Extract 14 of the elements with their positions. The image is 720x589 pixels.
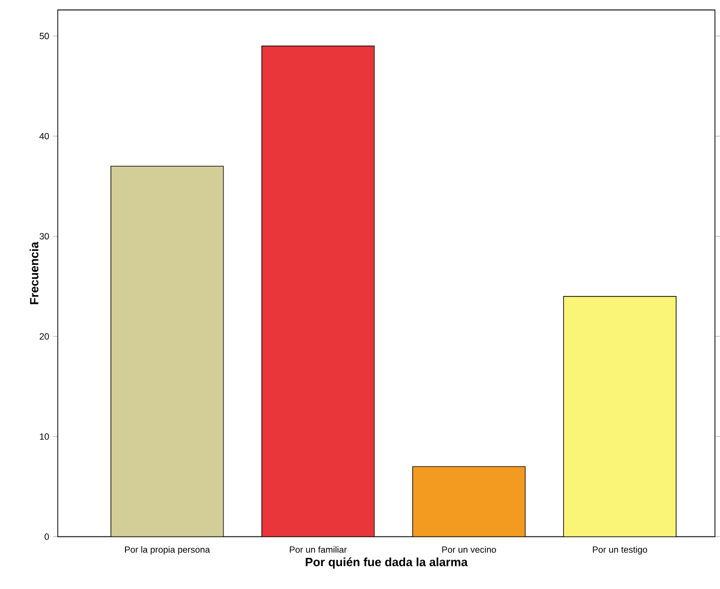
y-tick-label: 40 xyxy=(39,132,49,140)
x-tick-label: Por un familiar xyxy=(290,546,347,553)
x-tick-label: Por un vecino xyxy=(442,546,496,553)
bar xyxy=(563,296,676,536)
y-tick-label: 30 xyxy=(40,232,49,240)
y-axis-title: Frecuencia xyxy=(30,241,38,304)
x-axis-title: Por quién fue dada la alarma xyxy=(306,557,468,568)
y-tick-label: 0 xyxy=(44,533,49,540)
y-tick-label: 20 xyxy=(40,333,49,340)
x-tick-label: Por la propia persona xyxy=(125,546,210,554)
bar xyxy=(412,466,526,536)
y-tick-label: 10 xyxy=(40,433,49,440)
x-tick-label: Por un testigo xyxy=(592,546,648,554)
y-tick-label: 50 xyxy=(40,32,49,39)
